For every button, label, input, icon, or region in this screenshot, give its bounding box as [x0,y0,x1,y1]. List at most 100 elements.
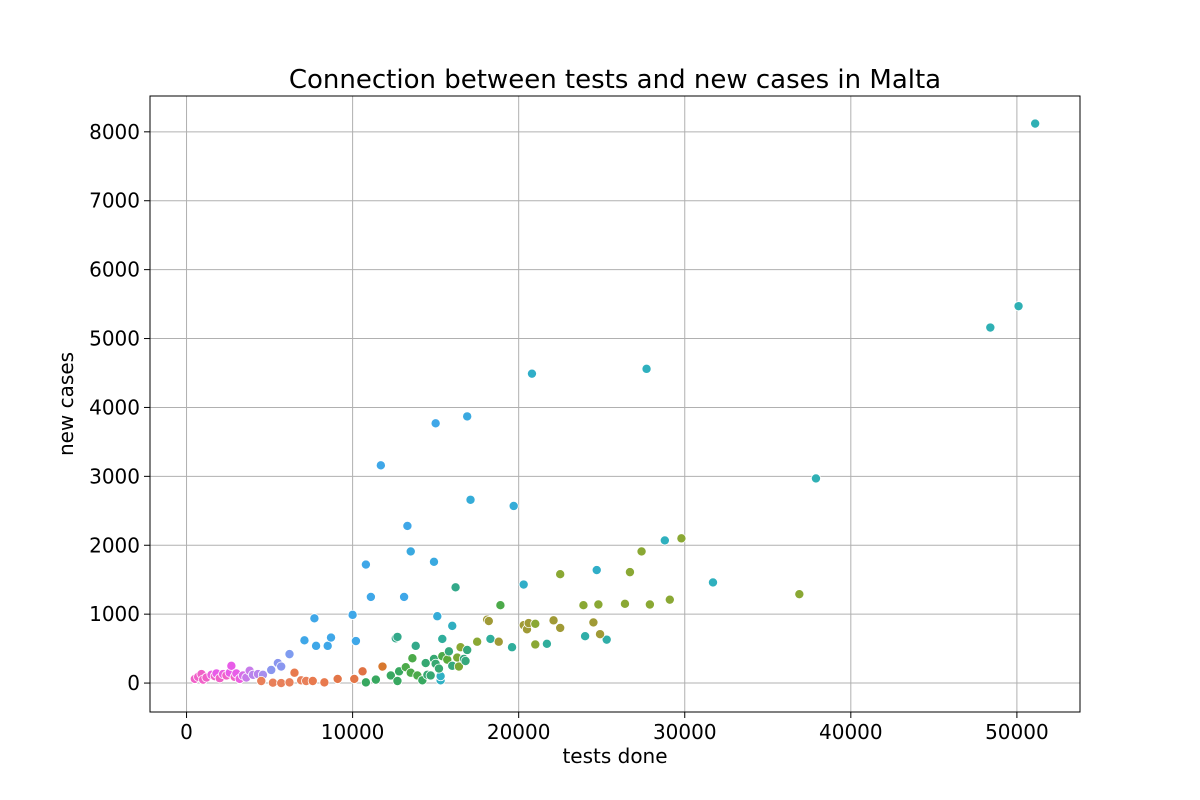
data-point [526,368,537,379]
y-tick-label: 5000 [89,327,140,351]
data-point [377,661,388,672]
data-point [405,546,416,557]
data-point [493,636,504,647]
x-tick-label: 20000 [487,720,551,744]
data-points [189,118,1041,689]
data-point [350,636,361,647]
x-tick-label: 10000 [321,720,385,744]
data-point [420,658,431,669]
x-axis-label: tests done [562,744,667,768]
data-point [794,589,805,600]
data-point [410,640,421,651]
data-point [392,631,403,642]
data-point [256,675,267,686]
data-point [548,615,559,626]
data-point [392,675,403,686]
data-point [360,677,371,688]
data-point [578,600,589,611]
y-tick-label: 7000 [89,189,140,213]
data-point [465,494,476,505]
x-axis-ticks: 0 10000 20000 30000 40000 50000 [180,712,1049,744]
data-point [430,418,441,429]
data-point [591,565,602,576]
plot-frame [149,95,1081,713]
data-point [676,533,687,544]
data-point [462,644,473,655]
data-point [541,638,552,649]
data-point [375,460,386,471]
data-point [360,559,371,570]
x-tick-label: 40000 [819,720,883,744]
data-point [624,567,635,578]
data-point [385,670,396,681]
data-point [460,656,471,667]
data-point [518,579,529,590]
data-point [365,591,376,602]
data-point [284,677,295,688]
y-tick-label: 4000 [89,395,140,419]
y-tick-label: 1000 [89,602,140,626]
x-gridlines [186,96,1018,712]
data-point [595,629,606,640]
data-point [453,661,464,672]
data-point [485,633,496,644]
data-point [322,640,333,651]
data-point [555,569,566,580]
data-point [593,599,604,610]
data-point [309,613,320,624]
y-tick-label: 8000 [89,120,140,144]
data-point [349,673,360,684]
data-point [289,667,300,678]
data-point [641,363,652,374]
y-tick-label: 2000 [89,533,140,557]
data-point [266,664,277,675]
data-point [407,653,418,664]
data-point [332,673,343,684]
data-point [226,660,237,671]
data-point [432,611,443,622]
data-point [425,670,436,681]
data-point [472,636,483,647]
data-point [555,622,566,633]
data-point [326,632,337,643]
data-point [619,598,630,609]
data-point [307,675,318,686]
data-point [530,618,541,629]
data-point [276,661,287,672]
data-point [347,609,358,620]
data-point [433,663,444,674]
data-point [530,639,541,650]
data-point [659,535,670,546]
data-point [267,677,278,688]
data-point [311,640,322,651]
data-point [985,322,996,333]
data-point [357,666,368,677]
chart-title: Connection between tests and new cases i… [289,65,941,95]
data-point [276,678,287,689]
data-point [370,674,381,685]
data-point [319,677,330,688]
data-point [402,520,413,531]
data-point [428,556,439,567]
data-point [508,500,519,511]
data-point [437,633,448,644]
data-point [483,616,494,627]
data-point [443,646,454,657]
x-tick-label: 50000 [985,720,1049,744]
data-point [399,591,410,602]
data-point [644,599,655,610]
x-tick-label: 0 [180,720,193,744]
data-point [1013,301,1024,312]
y-tick-label: 6000 [89,258,140,282]
data-point [299,635,310,646]
data-point [507,642,518,653]
data-point [810,473,821,484]
data-point [447,620,458,631]
data-point [495,600,506,611]
data-point [601,634,612,645]
y-tick-label: 0 [127,671,140,695]
data-point [580,631,591,642]
data-point [284,649,295,660]
